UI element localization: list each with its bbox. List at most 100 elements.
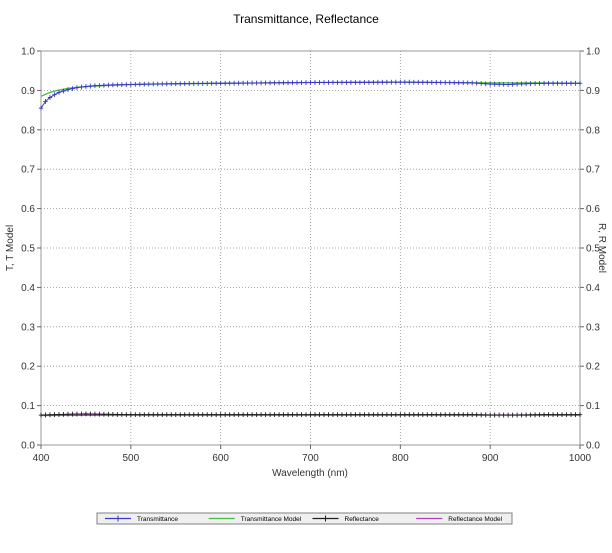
point-transmittance [416, 79, 421, 85]
point-transmittance [169, 81, 174, 87]
point-transmittance [505, 82, 511, 87]
point-transmittance [532, 81, 538, 86]
point-reflectance [326, 412, 331, 418]
y-ticks-right: 0.0 0.1 0.2 0.3 0.4 0.5 0.6 0.7 0.8 0.9 1.0 [580, 47, 600, 452]
plot-area [40, 50, 581, 446]
y-tick-label-right: 0.5 [586, 244, 600, 255]
point-reflectance [281, 412, 286, 418]
point-transmittance [115, 82, 120, 88]
point-reflectance [429, 412, 434, 418]
point-reflectance [496, 412, 502, 418]
legend-box [96, 512, 513, 525]
point-reflectance [249, 412, 255, 418]
y-ticks-left: 0.0 0.1 0.2 0.3 0.4 0.5 0.6 0.7 0.8 0.9 1.0 [21, 47, 41, 452]
point-transmittance [128, 82, 134, 87]
point-reflectance [182, 412, 187, 418]
point-reflectance [514, 412, 520, 418]
point-transmittance [43, 99, 48, 104]
point-transmittance [110, 82, 116, 88]
point-transmittance [142, 81, 147, 87]
legend: Transmittance Transmittance Model Reflecta… [96, 512, 513, 525]
point-reflectance [375, 412, 381, 418]
point-reflectance [119, 412, 125, 417]
point-transmittance [577, 80, 583, 86]
point-reflectance [510, 412, 515, 418]
point-transmittance [483, 81, 488, 87]
point-reflectance [61, 411, 66, 417]
point-reflectance [79, 411, 84, 417]
point-transmittance [137, 81, 143, 87]
point-transmittance [227, 80, 232, 86]
point-transmittance [317, 80, 322, 85]
y-tick-label-left: 0.9 [21, 86, 35, 97]
point-reflectance [160, 412, 165, 418]
point-reflectance [124, 412, 129, 417]
point-reflectance [546, 412, 551, 418]
point-transmittance [97, 83, 102, 88]
point-transmittance [290, 80, 295, 86]
point-reflectance [528, 412, 533, 418]
point-transmittance [411, 79, 417, 85]
point-reflectance [303, 412, 309, 418]
point-reflectance [344, 412, 349, 418]
point-reflectance [47, 412, 53, 418]
point-reflectance [559, 412, 565, 418]
point-reflectance [411, 412, 417, 418]
point-reflectance [564, 412, 569, 418]
point-reflectance [110, 411, 116, 417]
point-reflectance [142, 412, 147, 418]
point-transmittance [231, 80, 237, 86]
point-reflectance [187, 412, 192, 418]
x-ticks: 400 500 600 700 800 900 1000 [33, 445, 592, 464]
point-transmittance [393, 79, 399, 85]
point-transmittance [178, 81, 183, 87]
x-tick-label: 600 [212, 453, 229, 464]
point-reflectance [218, 412, 223, 418]
point-reflectance [447, 412, 452, 418]
y-tick-label-left: 0.0 [21, 441, 35, 452]
point-transmittance [425, 79, 430, 85]
point-transmittance [321, 80, 327, 85]
point-transmittance [461, 80, 466, 86]
point-transmittance [191, 81, 196, 86]
point-transmittance [79, 84, 84, 90]
point-transmittance [510, 81, 515, 87]
point-reflectance [209, 412, 214, 418]
legend-label-reflectance: Reflectance [345, 516, 380, 523]
point-reflectance [240, 412, 246, 418]
point-transmittance [478, 81, 484, 86]
point-transmittance [568, 80, 574, 86]
point-transmittance [339, 80, 345, 85]
point-reflectance [74, 411, 80, 417]
point-reflectance [97, 411, 102, 417]
point-reflectance [106, 411, 111, 417]
point-reflectance [393, 412, 399, 418]
point-reflectance [133, 412, 138, 418]
point-reflectance [137, 412, 143, 418]
point-reflectance [173, 412, 178, 418]
point-transmittance [496, 81, 502, 87]
point-reflectance [178, 412, 183, 418]
point-reflectance [285, 412, 291, 418]
point-transmittance [443, 80, 448, 85]
x-tick-label: 500 [122, 453, 139, 464]
point-transmittance [106, 82, 111, 88]
point-reflectance [339, 412, 345, 418]
point-reflectance [487, 412, 493, 418]
point-reflectance [425, 412, 430, 418]
point-reflectance [357, 412, 363, 418]
point-transmittance [550, 80, 556, 86]
legend-label-transmittance: Transmittance [137, 516, 178, 523]
point-reflectance [492, 412, 497, 418]
point-transmittance [465, 80, 470, 86]
y-axis-label-left: T, T Model [5, 225, 16, 271]
point-reflectance [88, 411, 93, 417]
y-tick-label-right: 0.0 [586, 441, 600, 452]
point-transmittance [555, 80, 560, 86]
point-reflectance [155, 412, 160, 418]
y-tick-label-left: 0.5 [21, 244, 35, 255]
point-transmittance [285, 80, 291, 86]
point-reflectance [461, 412, 466, 418]
point-transmittance [254, 80, 259, 86]
